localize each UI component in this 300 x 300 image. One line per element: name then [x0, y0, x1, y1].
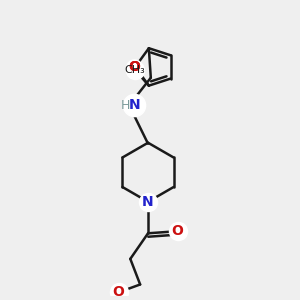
- Text: CH₃: CH₃: [125, 65, 146, 75]
- Text: N: N: [129, 98, 141, 112]
- Text: O: O: [112, 285, 124, 299]
- Text: N: N: [142, 195, 154, 209]
- Text: O: O: [172, 224, 184, 238]
- Text: O: O: [128, 60, 140, 74]
- Text: H: H: [121, 99, 130, 112]
- Text: O: O: [128, 60, 140, 74]
